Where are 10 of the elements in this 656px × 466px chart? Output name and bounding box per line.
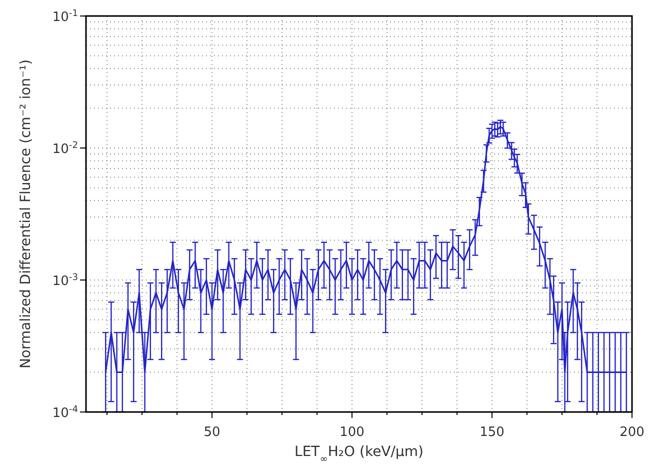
- y-tick-label: 10$^{-3}$: [52, 273, 78, 289]
- x-tick-label: 100: [340, 425, 364, 440]
- y-tick-label: 10$^{-2}$: [52, 141, 78, 157]
- x-tick-label: 50: [204, 425, 220, 440]
- y-axis-title: Normalized Differential Fluence (cm⁻² ion⁻¹): [18, 59, 34, 369]
- x-tick-label: 150: [480, 425, 504, 440]
- y-tick-label: 10$^{-4}$: [52, 405, 78, 421]
- y-tick-label: 10$^{-1}$: [52, 9, 78, 25]
- x-tick-label: 200: [620, 425, 644, 440]
- x-axis-title: LET$_{∞}$H₂O (keV/μm): [294, 444, 424, 464]
